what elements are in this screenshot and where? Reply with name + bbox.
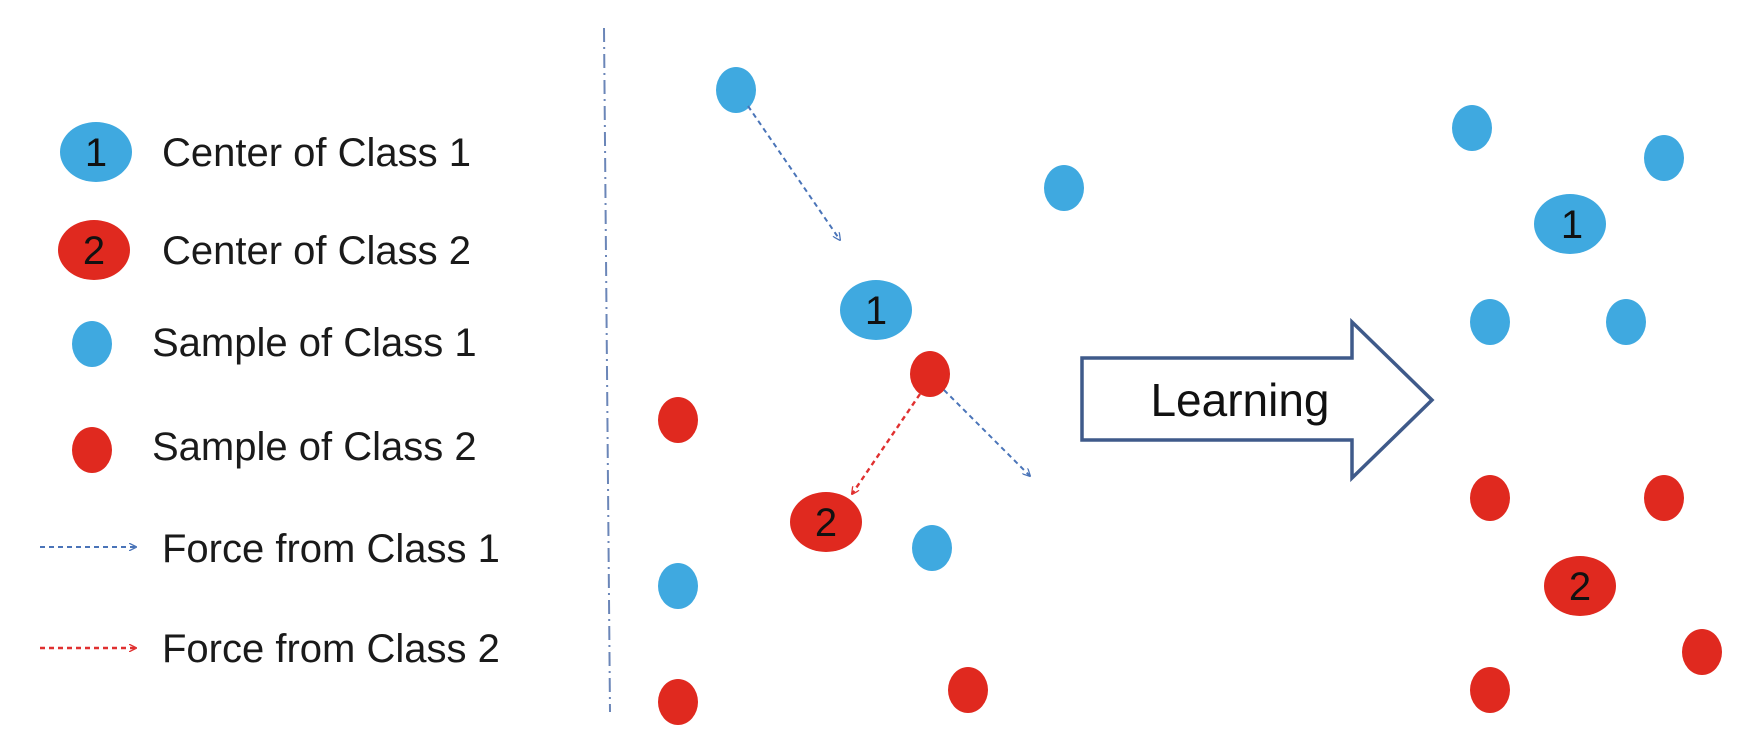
center-class2-marker [790, 492, 862, 552]
sample-class2-point [658, 679, 698, 725]
sample-class1-point [1470, 299, 1510, 345]
sample-class1-point [1452, 105, 1492, 151]
center-class2-before: 2 [790, 492, 862, 552]
legend-force-class1: Force from Class 1 [40, 527, 500, 571]
center-class1-after: 1 [1534, 194, 1606, 254]
legend-center-class2: 2 Center of Class 2 [58, 220, 471, 280]
learning-arrow-shape [1080, 317, 1435, 483]
center-class1-marker [60, 122, 132, 182]
legend-sample-class1: Sample of Class 1 [72, 321, 477, 367]
sample-class2-point [1644, 475, 1684, 521]
center-class1-before: 1 [840, 280, 912, 340]
legend-label-center-class1: Center of Class 1 [162, 131, 471, 175]
legend-sample-class2: Sample of Class 2 [72, 425, 477, 473]
sample-class2-point [948, 667, 988, 713]
center-class1-marker [1534, 194, 1606, 254]
legend-center-class1: 1 Center of Class 1 [60, 122, 471, 182]
center-class2-marker-number: 2 [83, 229, 105, 273]
legend-force-class2: Force from Class 2 [40, 627, 500, 671]
learning-arrow-label: Learning [1150, 374, 1329, 426]
center-class1-number: 1 [1561, 203, 1583, 247]
sample-class1-marker [72, 321, 112, 367]
center-class2-marker [58, 220, 130, 280]
legend-label-force-class2: Force from Class 2 [162, 627, 500, 671]
sample-class2-point [1470, 475, 1510, 521]
sample-class1-point [1606, 299, 1646, 345]
sample-class2-point [1470, 667, 1510, 713]
legend-divider [603, 27, 611, 713]
center-class1-marker [840, 280, 912, 340]
legend-label-center-class2: Center of Class 2 [162, 229, 471, 273]
center-class1-number: 1 [865, 289, 887, 333]
legend-label-sample-class1: Sample of Class 1 [152, 321, 477, 365]
sample-class1-point [1044, 165, 1084, 211]
after-learning-panel: 1 2 [1452, 105, 1722, 713]
legend-label-force-class1: Force from Class 1 [162, 527, 500, 571]
force-class2-arrow [852, 393, 921, 494]
sample-class1-point [716, 67, 756, 113]
sample-class2-point [910, 351, 950, 397]
force-class1-arrow [747, 105, 840, 240]
legend: 1 Center of Class 1 2 Center of Class 2 … [40, 122, 500, 671]
sample-class1-point [1644, 135, 1684, 181]
legend-label-sample-class2: Sample of Class 2 [152, 425, 477, 469]
sample-class2-marker [72, 427, 112, 473]
center-class2-after: 2 [1544, 556, 1616, 616]
force-class1-arrow [943, 389, 1030, 476]
learning-arrow: Learning [1080, 317, 1435, 483]
center-class1-marker-number: 1 [85, 131, 107, 175]
before-learning-panel: 1 2 [658, 67, 1084, 725]
sample-class1-point [658, 563, 698, 609]
sample-class2-point [658, 397, 698, 443]
center-class2-marker [1544, 556, 1616, 616]
center-class2-number: 2 [815, 501, 837, 545]
sample-class2-point [1682, 629, 1722, 675]
center-class2-number: 2 [1569, 565, 1591, 609]
sample-class1-point [912, 525, 952, 571]
